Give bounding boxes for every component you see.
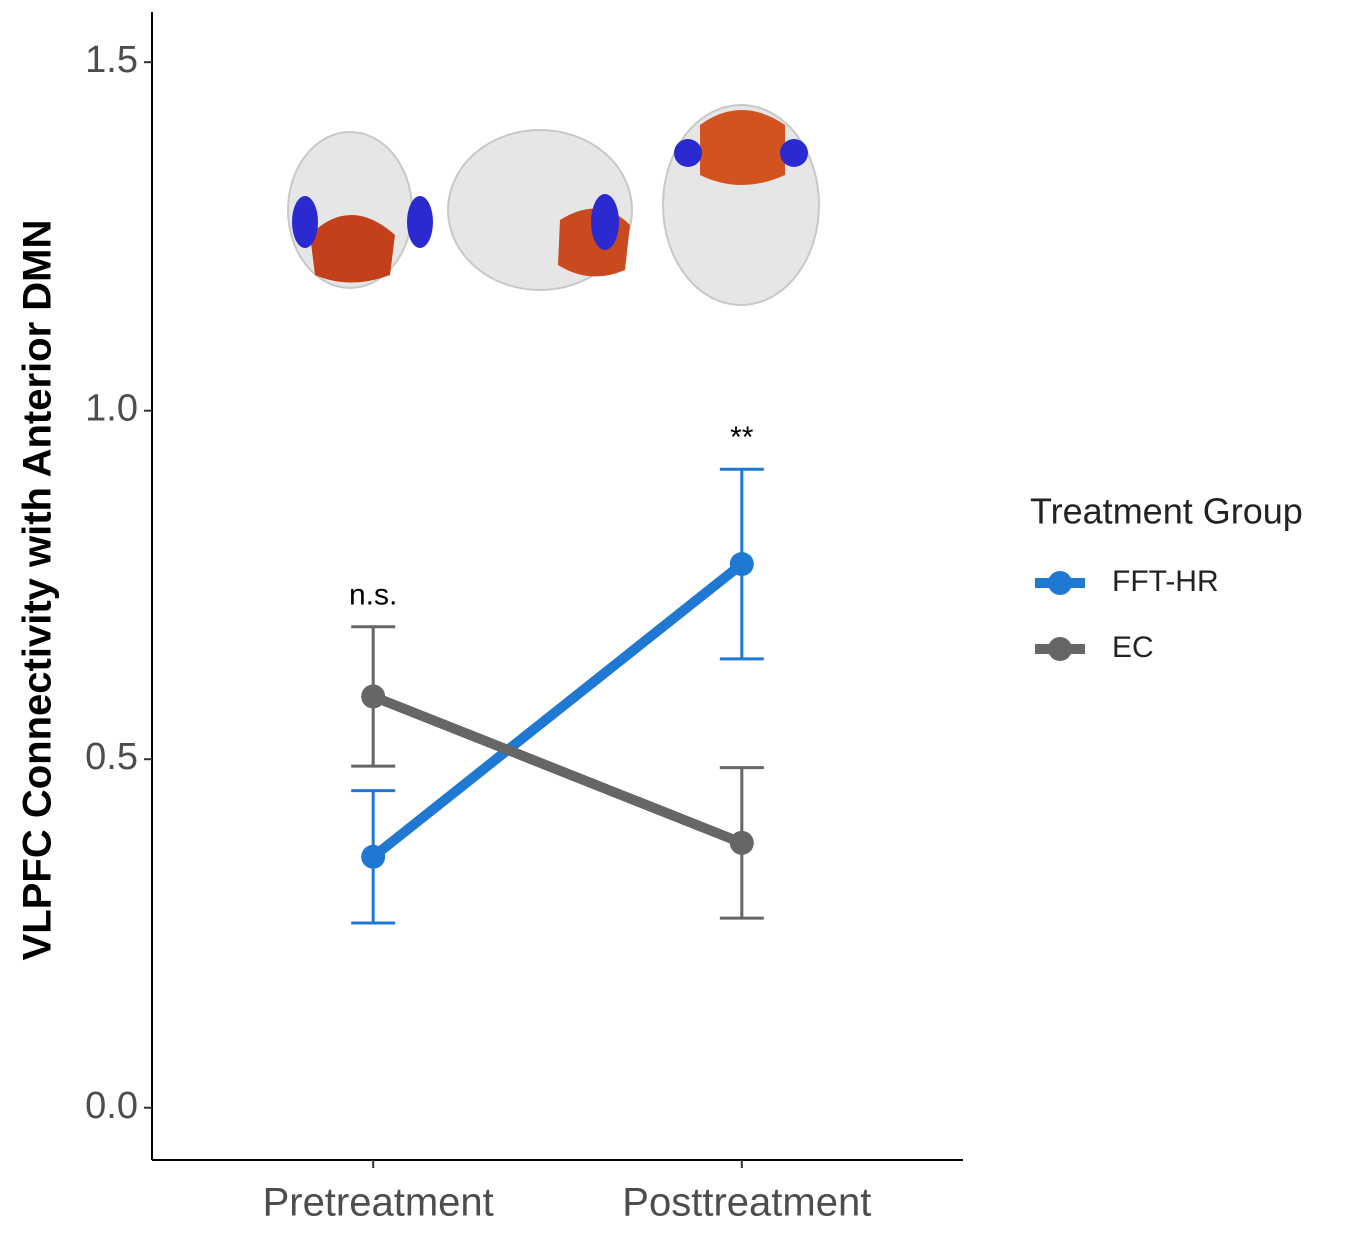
point (729, 552, 754, 577)
series-line (371, 691, 744, 848)
brain-region (591, 194, 619, 250)
brain-region (700, 110, 785, 185)
brain-images (287, 104, 820, 306)
legend-swatch (1048, 637, 1072, 661)
annotation: n.s. (349, 579, 397, 612)
y-tick-label: 1.5 (85, 39, 138, 81)
brain-region (780, 139, 808, 167)
legend-label: FFT-HR (1112, 565, 1219, 598)
brain-region (674, 139, 702, 167)
x-tick-label: Posttreatment (622, 1181, 871, 1225)
legend-swatch (1048, 571, 1072, 595)
point (361, 684, 386, 709)
point (361, 844, 386, 869)
y-tick-label: 1.0 (85, 388, 138, 430)
y-tick-label: 0.0 (85, 1085, 138, 1127)
y-axis-label: VLPFC Connectivity with Anterior DMN (16, 220, 60, 961)
series-line (370, 560, 745, 861)
brain-region (407, 196, 433, 248)
annotation: ** (730, 421, 754, 454)
y-tick-label: 0.5 (85, 736, 138, 778)
brain-region (292, 196, 318, 248)
legend-label: EC (1112, 631, 1154, 664)
point (729, 830, 754, 855)
brain-region (310, 215, 395, 283)
legend-title: Treatment Group (1030, 491, 1303, 532)
x-tick-label: Pretreatment (263, 1181, 494, 1225)
